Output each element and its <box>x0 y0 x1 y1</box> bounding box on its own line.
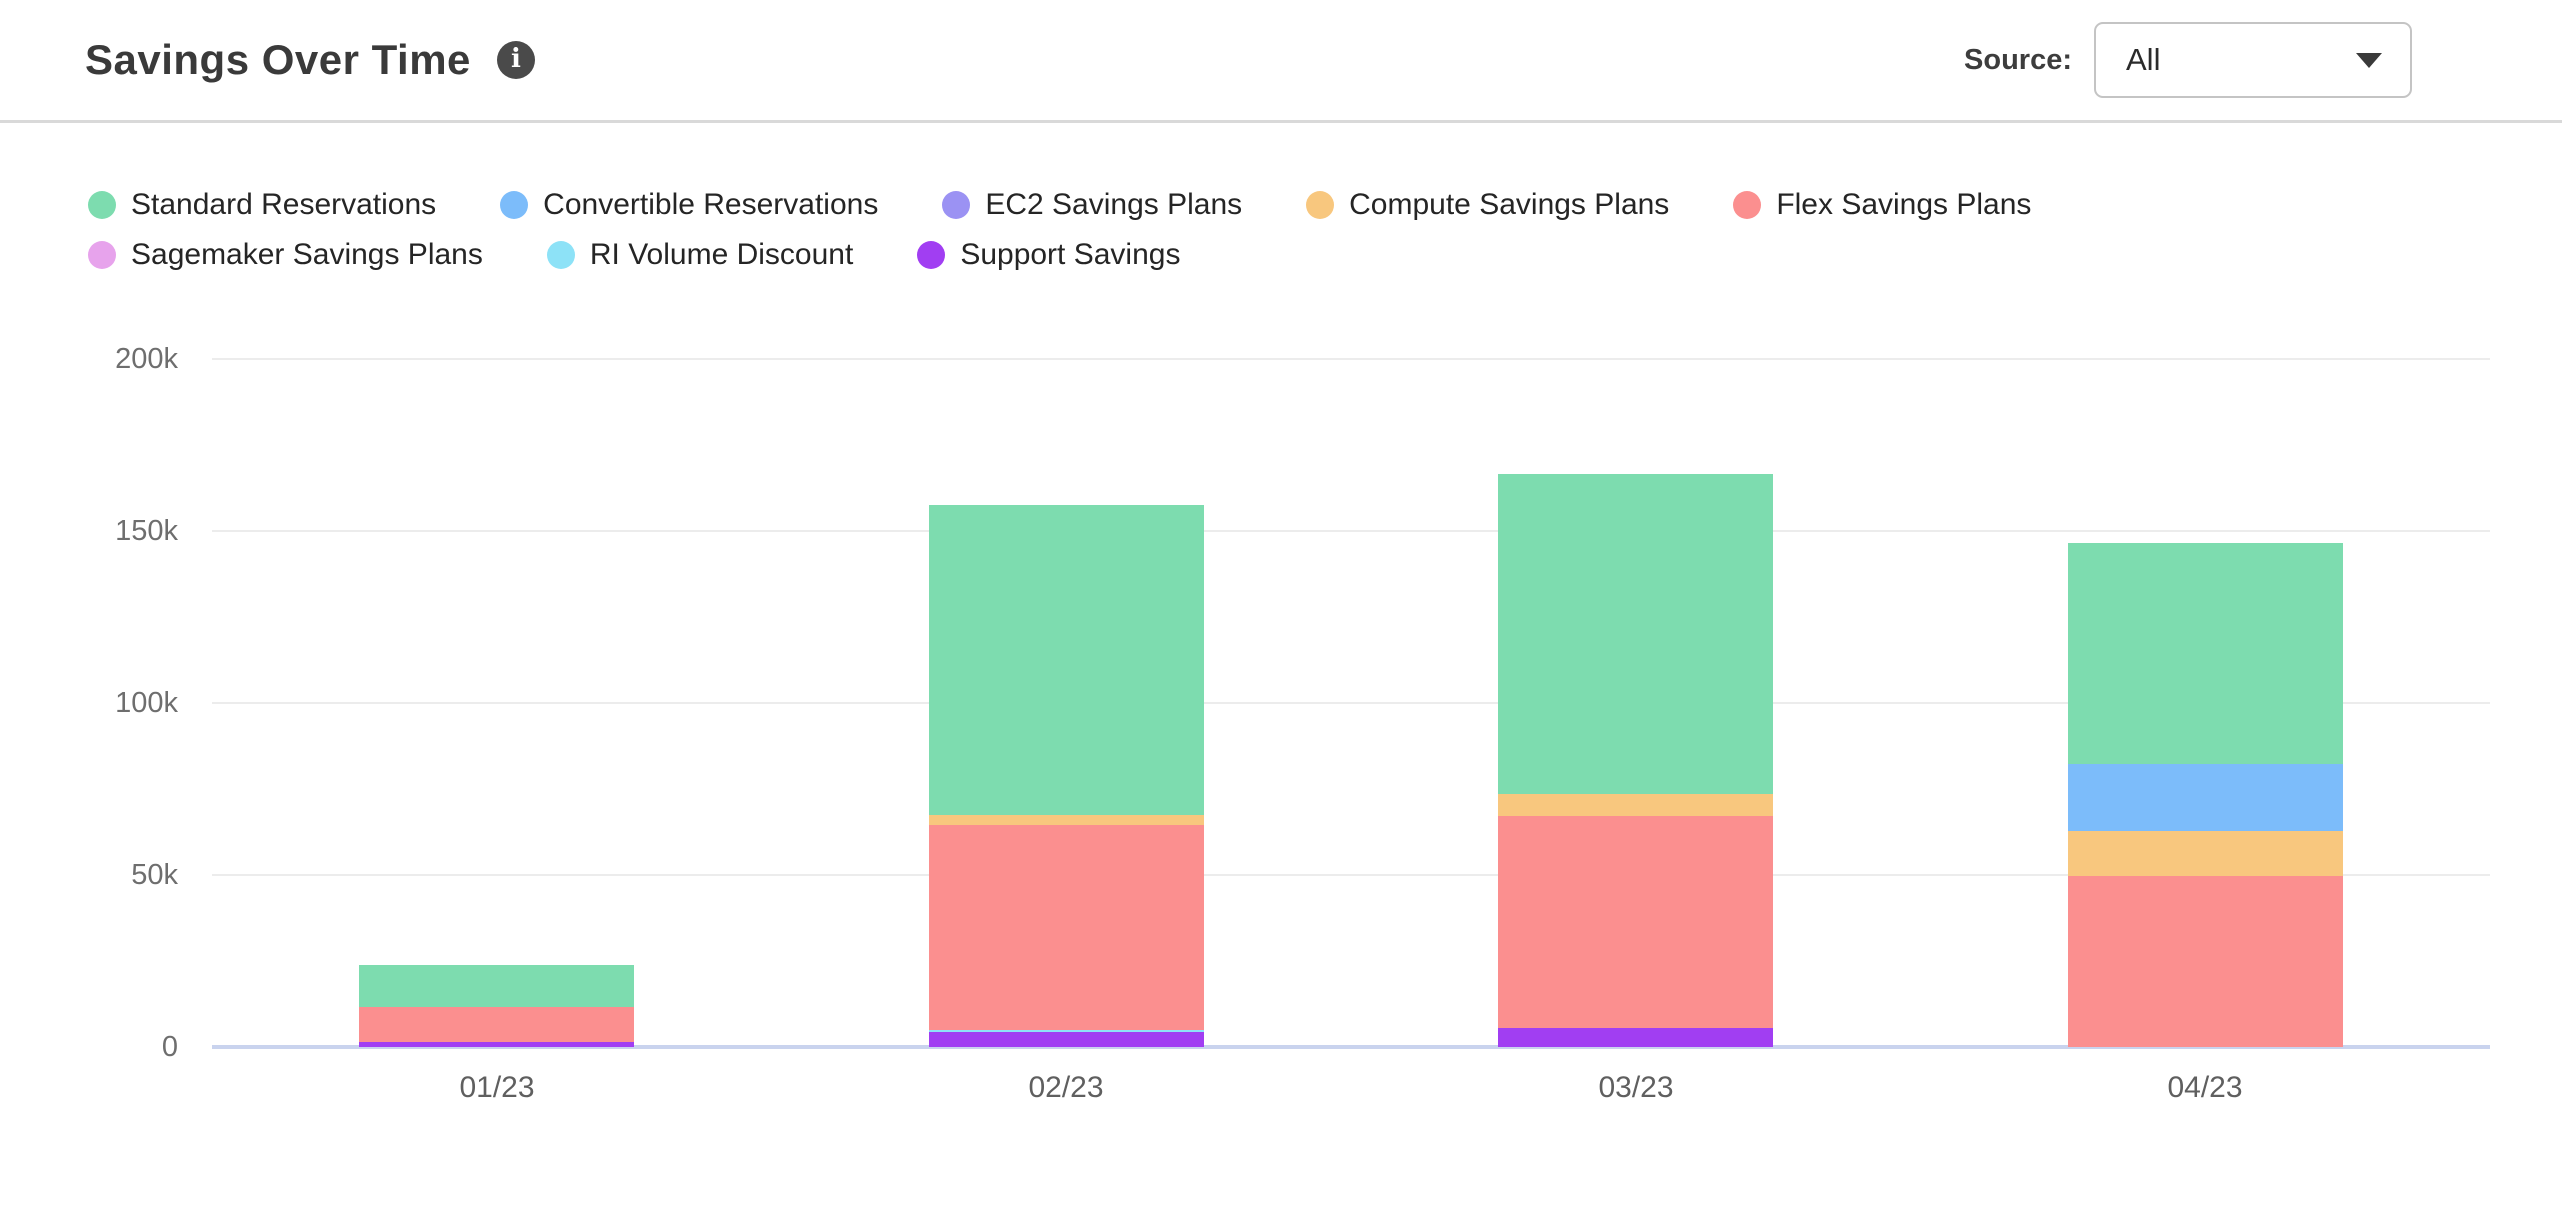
bar-04/23[interactable] <box>2068 543 2343 1047</box>
info-circle-icon[interactable]: i <box>496 41 535 79</box>
bar-segment[interactable] <box>359 965 634 1007</box>
bar-03/23[interactable] <box>1498 474 1773 1048</box>
bar-segment[interactable] <box>1498 815 1773 1029</box>
bar-segment[interactable] <box>929 505 1204 815</box>
bar-segment[interactable] <box>929 1029 1204 1032</box>
panel-header: Savings Over Time i Source: All <box>0 0 2562 123</box>
legend-item[interactable]: Compute Savings Plans <box>1306 188 1669 222</box>
legend-color-dot-icon <box>917 241 946 269</box>
legend-item[interactable]: RI Volume Discount <box>546 238 854 272</box>
chevron-down-icon <box>2356 52 2382 68</box>
legend-color-dot-icon <box>1733 191 1762 219</box>
legend-item[interactable]: Sagemaker Savings Plans <box>88 238 483 272</box>
legend-color-dot-icon <box>88 241 116 269</box>
source-dropdown-value: All <box>2126 42 2161 77</box>
bar-segment[interactable] <box>359 1041 634 1047</box>
legend-label: Compute Savings Plans <box>1349 188 1670 221</box>
legend-color-dot-icon <box>500 191 529 219</box>
bar-segment[interactable] <box>2068 764 2343 831</box>
bar-segment[interactable] <box>929 824 1204 1030</box>
x-axis-tick-label: 03/23 <box>1598 1071 1674 1104</box>
y-axis-tick-label: 200k <box>115 343 178 375</box>
bar-segment[interactable] <box>359 1006 634 1042</box>
bar-segment[interactable] <box>929 814 1204 825</box>
legend-item[interactable]: Convertible Reservations <box>500 188 878 222</box>
bar-02/23[interactable] <box>929 505 1204 1048</box>
bar-segment[interactable] <box>929 1031 1204 1048</box>
legend-item[interactable]: Flex Savings Plans <box>1733 188 2031 222</box>
y-axis-tick-label: 150k <box>115 515 178 547</box>
bar-segment[interactable] <box>1498 793 1773 816</box>
legend-color-dot-icon <box>942 191 971 219</box>
chart-legend: Standard Reservations Convertible Reserva… <box>88 188 2428 272</box>
legend-label: Sagemaker Savings Plans <box>131 238 483 271</box>
legend-item[interactable]: Support Savings <box>917 238 1180 272</box>
y-axis-tick-label: 0 <box>161 1031 178 1063</box>
legend-color-dot-icon <box>88 191 116 219</box>
legend-label: EC2 Savings Plans <box>985 188 1243 221</box>
y-axis-tick-label: 100k <box>115 687 178 719</box>
legend-label: Convertible Reservations <box>543 188 879 221</box>
legend-label: Standard Reservations <box>131 188 437 221</box>
y-axis-tick-label: 50k <box>131 859 178 891</box>
x-axis-tick-label: 02/23 <box>1028 1071 1104 1104</box>
legend-color-dot-icon <box>1306 191 1335 219</box>
source-label: Source: <box>1964 43 2072 76</box>
bar-segment[interactable] <box>1498 1028 1773 1048</box>
bar-segment[interactable] <box>2068 875 2343 1047</box>
bar-segment[interactable] <box>1498 474 1773 794</box>
x-axis-tick-label: 01/23 <box>459 1071 535 1104</box>
bar-segment[interactable] <box>2068 543 2343 765</box>
gridline <box>212 530 2490 532</box>
gridline <box>212 358 2490 360</box>
legend-item[interactable]: EC2 Savings Plans <box>942 188 1242 222</box>
bar-01/23[interactable] <box>359 965 634 1047</box>
x-axis-tick-label: 04/23 <box>2167 1071 2243 1104</box>
legend-item[interactable]: Standard Reservations <box>88 188 436 222</box>
page-title: Savings Over Time <box>85 36 471 83</box>
info-icon-glyph: i <box>510 44 521 74</box>
source-dropdown[interactable]: All <box>2094 22 2412 98</box>
legend-label: Flex Savings Plans <box>1776 188 2032 221</box>
bar-segment[interactable] <box>2068 830 2343 876</box>
legend-label: RI Volume Discount <box>589 238 854 271</box>
legend-label: Support Savings <box>960 238 1181 271</box>
legend-color-dot-icon <box>546 241 575 269</box>
